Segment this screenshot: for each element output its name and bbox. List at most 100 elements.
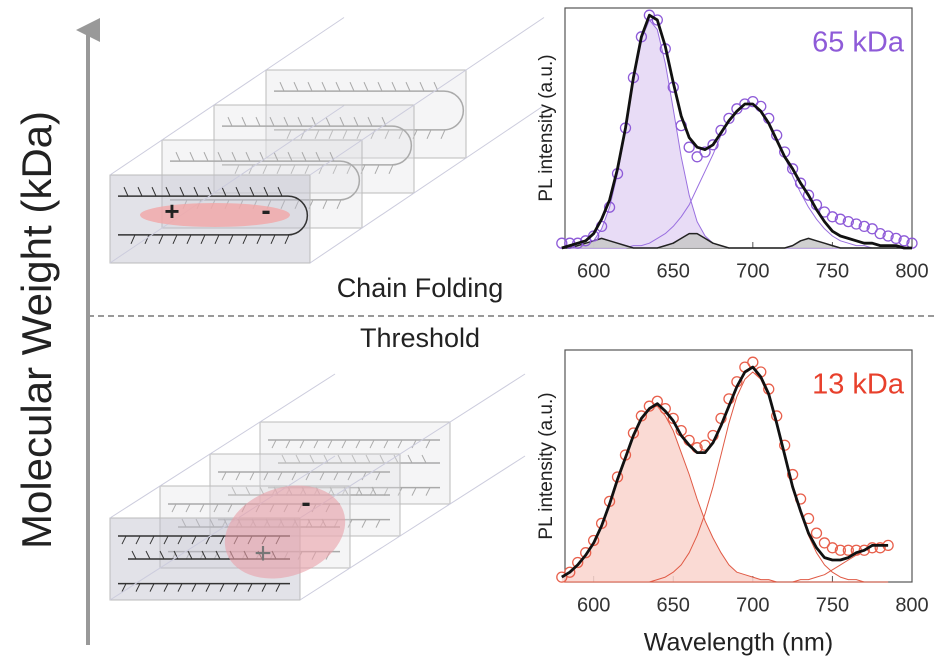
data-point — [842, 544, 854, 556]
side-chain — [242, 234, 248, 245]
y-axis-label: Molecular Weight (kDa) — [13, 111, 60, 549]
side-chain — [319, 471, 325, 481]
side-chain — [241, 116, 247, 127]
x-tick-label: 700 — [736, 594, 769, 616]
fit-line — [561, 13, 912, 250]
side-chain — [425, 439, 431, 449]
side-chain — [227, 116, 233, 127]
side-chain — [337, 454, 343, 464]
side-chain — [200, 234, 206, 245]
perspective-line — [309, 105, 545, 264]
side-chain — [361, 471, 367, 481]
side-chain — [305, 471, 311, 481]
data-point — [874, 227, 886, 240]
side-chain — [349, 81, 355, 92]
side-chain — [383, 439, 389, 449]
side-chain — [405, 81, 411, 92]
side-chain — [255, 116, 261, 127]
side-chain — [283, 116, 289, 127]
y-axis-label: PL intensity (a.u.) — [536, 392, 557, 539]
component-area — [561, 20, 912, 248]
side-chain — [203, 151, 209, 162]
side-chain — [332, 164, 338, 175]
side-chain — [411, 487, 417, 496]
side-chain — [221, 471, 227, 481]
data-point — [802, 189, 815, 201]
perspective-line — [299, 373, 526, 519]
data-point — [651, 14, 663, 26]
side-chain — [355, 439, 361, 449]
side-chain — [205, 535, 211, 545]
side-chain — [375, 519, 381, 528]
x-tick-label: 800 — [895, 260, 928, 282]
side-chain — [411, 439, 417, 449]
side-chain — [388, 164, 394, 175]
fit-line — [561, 232, 912, 249]
side-chain — [227, 503, 233, 513]
diagrams — [109, 17, 545, 601]
side-chain — [135, 535, 141, 545]
side-chain — [191, 535, 197, 545]
exciton — [224, 485, 346, 579]
side-chain — [426, 129, 432, 140]
data-point — [556, 237, 568, 249]
side-chain — [353, 116, 359, 127]
side-chain — [262, 164, 268, 175]
side-chain — [163, 583, 169, 592]
side-chain — [263, 186, 269, 197]
side-chain — [277, 186, 283, 197]
data-point — [683, 141, 695, 153]
data-point — [786, 468, 799, 481]
side-chain — [189, 151, 195, 162]
side-chain — [221, 186, 227, 197]
data-point — [818, 537, 831, 549]
side-chain — [195, 518, 201, 528]
side-chain — [145, 550, 151, 560]
data-point — [874, 542, 886, 554]
side-chain — [361, 519, 367, 528]
side-chain — [271, 439, 277, 449]
side-chain — [149, 583, 155, 592]
chain — [118, 195, 309, 236]
side-chain — [173, 550, 179, 560]
data-point — [556, 571, 568, 583]
side-chain — [357, 486, 363, 496]
side-chain — [151, 186, 157, 197]
side-chain — [363, 81, 369, 92]
side-chain — [281, 454, 287, 464]
side-chain — [393, 454, 399, 464]
data-point — [723, 112, 735, 125]
side-chain — [365, 454, 371, 464]
side-chain — [215, 550, 221, 560]
data-point — [898, 235, 910, 247]
data-point — [580, 547, 592, 559]
component-area — [561, 406, 889, 582]
side-chain — [219, 535, 225, 545]
x-tick-label: 750 — [816, 594, 849, 616]
side-chain — [342, 129, 348, 140]
chain — [222, 125, 413, 166]
side-chain — [186, 234, 192, 245]
x-tick-label: 650 — [657, 594, 690, 616]
data-point — [834, 544, 847, 556]
side-chain — [228, 234, 234, 245]
side-chain — [245, 486, 251, 496]
side-chain — [231, 486, 237, 496]
side-chain — [299, 439, 305, 449]
data-point — [572, 237, 584, 249]
data-point — [707, 139, 719, 151]
side-chain — [421, 454, 427, 464]
data-point — [858, 544, 870, 556]
side-chain — [314, 129, 320, 140]
side-chain — [234, 164, 240, 175]
side-chain — [263, 471, 269, 481]
side-chain — [356, 129, 362, 140]
side-chain — [293, 81, 299, 92]
lamella — [213, 104, 415, 194]
data-point — [786, 163, 799, 175]
side-chain — [280, 199, 286, 210]
side-chain — [247, 583, 253, 592]
side-chain — [159, 550, 165, 560]
data-point — [659, 402, 671, 415]
